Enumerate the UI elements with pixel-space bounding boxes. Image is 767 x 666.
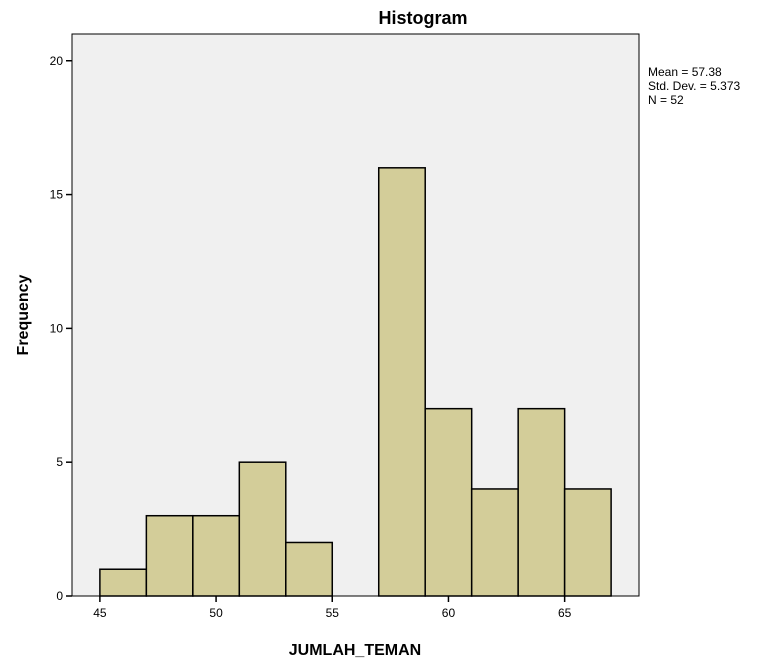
x-axis-label: JUMLAH_TEMAN bbox=[289, 642, 421, 659]
histogram-bar-9 bbox=[517, 407, 566, 597]
y-tick-label-4: 20 bbox=[50, 54, 64, 68]
x-tick-label-0: 45 bbox=[93, 606, 107, 620]
y-tick-label-1: 5 bbox=[56, 455, 63, 469]
bars-group bbox=[99, 167, 612, 597]
histogram-bar-3 bbox=[238, 461, 287, 597]
histogram-bar-0 bbox=[99, 568, 148, 597]
histogram-bar-8 bbox=[470, 488, 519, 597]
x-tick-label-3: 60 bbox=[442, 606, 456, 620]
chart-title: Histogram bbox=[378, 8, 467, 28]
stat-n: N = 52 bbox=[648, 93, 684, 107]
x-axis: 45 50 55 60 65 bbox=[93, 596, 572, 620]
y-axis-label: Frequency bbox=[15, 274, 32, 355]
y-axis: 0 5 10 15 20 bbox=[50, 54, 72, 603]
histogram-bar-1 bbox=[145, 514, 194, 597]
stat-mean: Mean = 57.38 bbox=[648, 65, 722, 79]
x-tick-label-1: 50 bbox=[209, 606, 223, 620]
histogram-bar-4 bbox=[285, 541, 334, 597]
y-tick-label-3: 15 bbox=[50, 188, 64, 202]
histogram-bar-6 bbox=[377, 167, 426, 597]
histogram-bar-2 bbox=[192, 514, 241, 597]
histogram-bar-7 bbox=[424, 407, 473, 597]
y-tick-label-2: 10 bbox=[50, 321, 64, 335]
stat-std-dev: Std. Dev. = 5.373 bbox=[648, 79, 740, 93]
x-tick-label-2: 55 bbox=[326, 606, 340, 620]
stats-legend: Mean = 57.38 Std. Dev. = 5.373 N = 52 bbox=[648, 65, 740, 107]
histogram-bar-10 bbox=[563, 488, 612, 597]
x-tick-label-4: 65 bbox=[558, 606, 572, 620]
y-tick-label-0: 0 bbox=[56, 589, 63, 603]
